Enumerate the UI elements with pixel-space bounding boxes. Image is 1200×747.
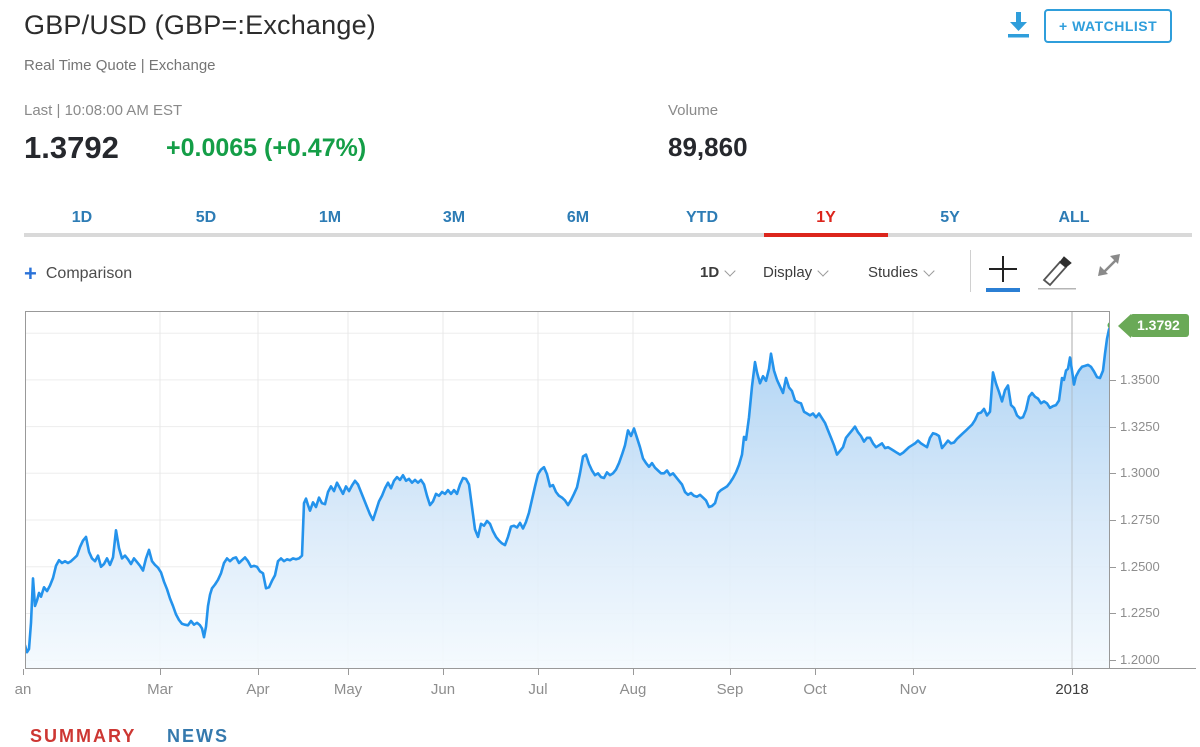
x-axis-label: Nov — [899, 681, 927, 698]
add-comparison-button[interactable]: + Comparison — [24, 262, 132, 286]
range-tab-all[interactable]: ALL — [1058, 209, 1090, 226]
plus-icon: + — [24, 261, 37, 286]
x-axis-label: Apr — [246, 681, 270, 698]
comparison-label: Comparison — [45, 265, 133, 282]
tab-underline-track — [24, 233, 1192, 237]
expand-icon — [1094, 254, 1126, 286]
range-tab-5y[interactable]: 5Y — [940, 209, 960, 226]
x-axis-tick — [730, 669, 731, 675]
x-axis-label: Oct — [803, 681, 827, 698]
download-button[interactable] — [1000, 10, 1036, 44]
volume-label: Volume — [668, 102, 719, 119]
x-axis-label: Sep — [716, 681, 744, 698]
y-axis-label: 1.3500 — [1120, 371, 1160, 387]
y-axis-label: 1.3250 — [1120, 418, 1160, 434]
display-dropdown-label: Display — [763, 264, 813, 281]
y-axis-tick — [1110, 473, 1116, 475]
y-axis-tick — [1110, 520, 1116, 522]
x-axis-tick — [1072, 669, 1073, 675]
last-price-badge: 1.3792 — [1118, 313, 1189, 338]
range-tab-5d[interactable]: 5D — [195, 209, 217, 226]
x-axis-tick — [538, 669, 539, 675]
studies-dropdown[interactable]: Studies — [868, 264, 935, 281]
y-axis-tick — [1110, 613, 1116, 615]
tab-underline-active — [764, 233, 888, 237]
range-tab-1y[interactable]: 1Y — [816, 209, 836, 226]
last-timestamp-label: Last | 10:08:00 AM EST — [24, 102, 183, 119]
chevron-down-icon — [724, 264, 736, 277]
expand-chart-button[interactable] — [1094, 250, 1126, 287]
add-watchlist-button[interactable]: + WATCHLIST — [1044, 9, 1173, 43]
x-axis-tick — [913, 669, 914, 675]
range-tab-1d[interactable]: 1D — [71, 209, 93, 226]
y-axis-label: 1.2250 — [1120, 605, 1160, 621]
x-axis-line — [25, 668, 1196, 669]
badge-arrow-icon — [1118, 313, 1131, 338]
y-axis-tick — [1110, 660, 1116, 662]
interval-dropdown-label: 1D — [700, 264, 720, 281]
y-axis-tick — [1110, 426, 1116, 428]
volume-value: 89,860 — [668, 132, 748, 162]
quote-subtitle: Real Time Quote | Exchange — [24, 57, 216, 74]
draw-tool-button[interactable] — [1036, 252, 1078, 297]
x-axis-tick — [23, 669, 24, 675]
y-axis-tick — [1110, 566, 1116, 568]
chevron-down-icon — [923, 264, 935, 277]
x-axis-label: Jun — [430, 681, 456, 698]
x-axis-tick — [348, 669, 349, 675]
crosshair-plus-icon — [983, 256, 1023, 298]
x-axis-label: 2018 — [1055, 681, 1089, 698]
x-axis-label: Mar — [147, 681, 173, 698]
range-tab-ytd[interactable]: YTD — [686, 209, 718, 226]
price-chart-canvas[interactable] — [25, 311, 1110, 669]
studies-dropdown-label: Studies — [868, 264, 919, 281]
price-change: +0.0065 (+0.47%) — [166, 134, 367, 162]
page-title: GBP/USD (GBP=:Exchange) — [24, 10, 376, 40]
draw-pencil-icon — [1036, 256, 1078, 296]
y-axis-label: 1.2500 — [1120, 558, 1160, 574]
x-axis-tick — [443, 669, 444, 675]
display-dropdown[interactable]: Display — [763, 264, 829, 281]
y-axis-label: 1.2750 — [1120, 512, 1160, 528]
x-axis-tick — [815, 669, 816, 675]
x-axis-label: an — [14, 681, 32, 698]
crosshair-tool-button[interactable] — [983, 252, 1023, 299]
y-axis-tick — [1110, 379, 1116, 381]
last-price: 1.3792 — [24, 130, 119, 165]
x-axis-label: May — [333, 681, 363, 698]
y-axis-label: 1.2000 — [1120, 652, 1160, 668]
x-axis-label: Jul — [528, 681, 548, 698]
range-tab-1m[interactable]: 1M — [318, 209, 342, 226]
chevron-down-icon — [817, 264, 829, 277]
badge-value: 1.3792 — [1130, 314, 1189, 337]
x-axis-tick — [258, 669, 259, 675]
y-axis-label: 1.3000 — [1120, 465, 1160, 481]
range-tab-3m[interactable]: 3M — [442, 209, 466, 226]
x-axis-tick — [160, 669, 161, 675]
range-tab-6m[interactable]: 6M — [566, 209, 590, 226]
interval-dropdown[interactable]: 1D — [700, 264, 736, 281]
toolbar-divider — [970, 250, 971, 292]
download-icon — [1002, 12, 1035, 45]
x-axis-tick — [633, 669, 634, 675]
x-axis-label: Aug — [619, 681, 647, 698]
